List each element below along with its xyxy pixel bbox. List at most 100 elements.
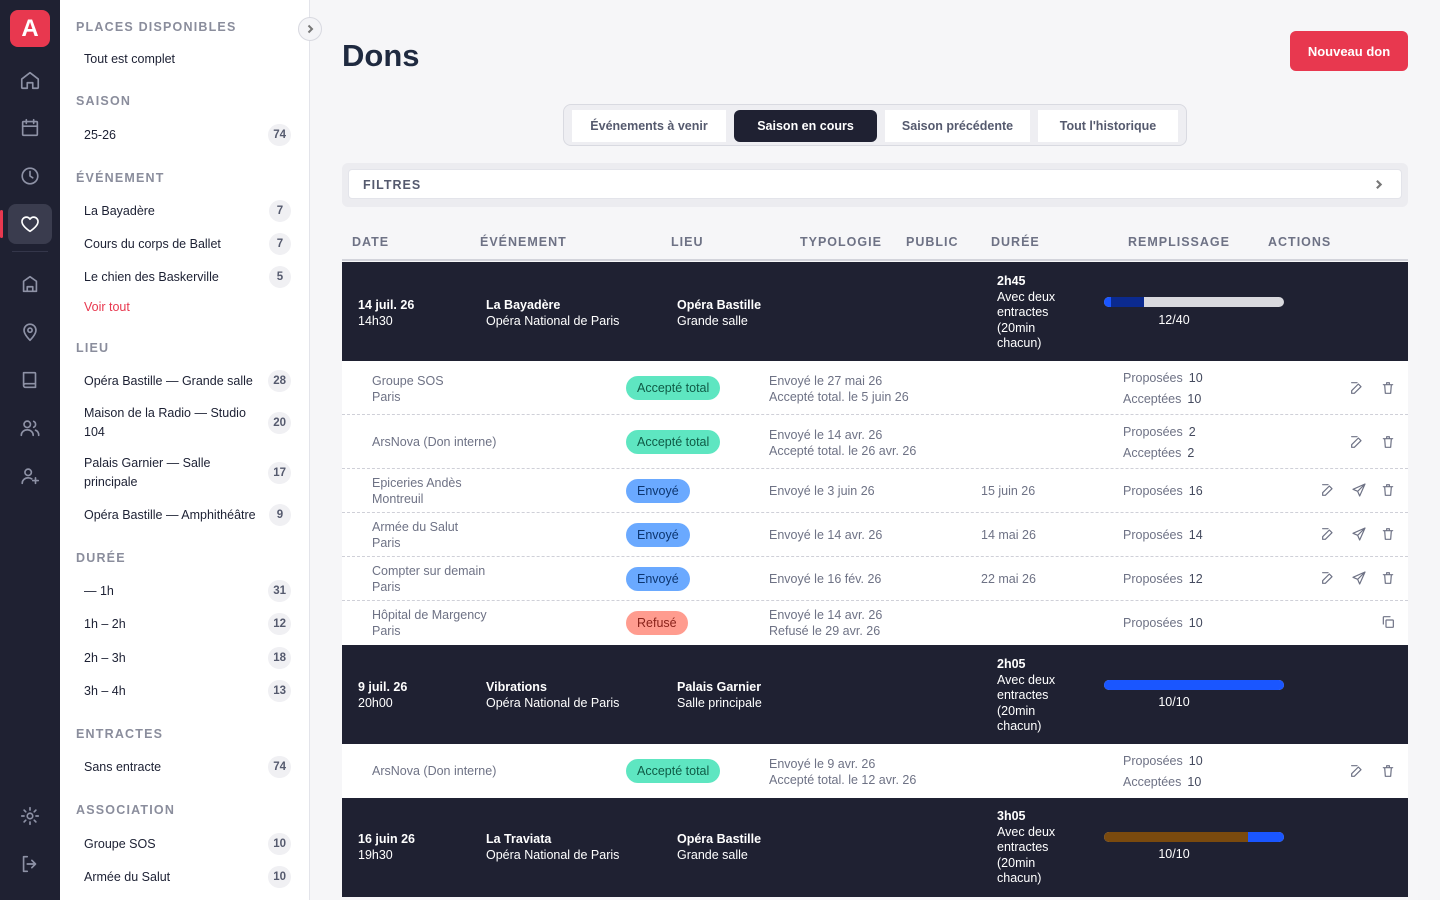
donation-city: Montreuil — [372, 492, 424, 506]
send-icon[interactable] — [1350, 525, 1368, 543]
filter-item-saison[interactable]: 25-26 — [84, 128, 116, 142]
edit-icon[interactable] — [1319, 569, 1337, 587]
event-row[interactable]: 9 juil. 26 20h00 Vibrations Opéra National… — [342, 645, 1408, 744]
accepted-label: Acceptées — [1123, 446, 1182, 460]
filter-section-lieu: LIEU — [76, 341, 110, 355]
filter-item-duree[interactable]: 1h – 2h — [84, 617, 126, 631]
calendar-icon[interactable] — [8, 108, 52, 148]
edit-icon[interactable] — [1348, 379, 1366, 397]
filter-item-complet[interactable]: Tout est complet — [84, 52, 176, 66]
tab-current-season[interactable]: Saison en cours — [734, 110, 877, 142]
trash-icon[interactable] — [1379, 379, 1397, 397]
col-header-duration[interactable]: DURÉE — [991, 235, 1040, 249]
donation-row[interactable]: Armée du Salut Paris Envoyé Envoyé le 14 … — [342, 513, 1408, 557]
event-hall: Grande salle — [677, 847, 748, 862]
donation-name: Hôpital de Margency — [372, 608, 487, 622]
col-header-fill[interactable]: REMPLISSAGE — [1128, 235, 1230, 249]
filter-item-duree[interactable]: — 1h — [84, 584, 114, 598]
event-time: 19h30 — [358, 847, 393, 862]
filter-item-duree[interactable]: 3h – 4h — [84, 684, 126, 698]
fill-ratio: 10/10 — [1158, 847, 1190, 861]
filter-item-lieu[interactable]: Opéra Bastille — Amphithéâtre — [84, 508, 256, 522]
chevron-right-icon — [307, 24, 314, 34]
event-row[interactable]: 14 juil. 26 14h30 La Bayadère Opéra Nation… — [342, 262, 1408, 361]
proposed-count: 10 — [1188, 754, 1203, 768]
edit-icon[interactable] — [1319, 525, 1337, 543]
home-icon[interactable] — [8, 60, 52, 100]
tab-upcoming[interactable]: Événements à venir — [572, 110, 726, 142]
clock-icon[interactable] — [8, 156, 52, 196]
event-venue: Opéra Bastille — [677, 832, 762, 846]
tab-previous-season[interactable]: Saison précédente — [885, 110, 1030, 142]
col-header-event[interactable]: ÉVÉNEMENT — [480, 235, 567, 249]
donation-city: Paris — [372, 390, 401, 404]
filter-item-association[interactable]: Armée du Salut — [84, 870, 171, 884]
donation-row[interactable]: ArsNova (Don interne) Accepté total Envo… — [342, 415, 1408, 469]
users-icon[interactable] — [8, 408, 52, 448]
filter-item-lieu[interactable]: Maison de la Radio — Studio 104 — [84, 406, 246, 439]
status-badge: Envoyé — [626, 567, 690, 591]
trash-icon[interactable] — [1379, 569, 1397, 587]
status-badge: Accepté total — [626, 376, 721, 400]
filters-bar[interactable]: FILTRES — [342, 163, 1408, 207]
donation-row[interactable]: ArsNova (Don interne) Accepté total Envo… — [342, 744, 1408, 798]
donation-sent: Envoyé le 16 fév. 26 — [769, 572, 882, 586]
filter-item-evenement[interactable]: Cours du corps de Ballet — [84, 237, 221, 251]
filter-item-duree[interactable]: 2h – 3h — [84, 651, 126, 665]
send-icon[interactable] — [1350, 569, 1368, 587]
event-time: 14h30 — [358, 313, 393, 328]
settings-icon[interactable] — [8, 796, 52, 836]
filter-item-evenement[interactable]: Le chien des Baskerville — [84, 270, 219, 284]
trash-icon[interactable] — [1379, 525, 1397, 543]
map-pin-icon[interactable] — [8, 312, 52, 352]
filter-count: 13 — [268, 680, 291, 702]
filter-item-lieu[interactable]: Palais Garnier — Salle principale — [84, 456, 211, 489]
donation-sent: Envoyé le 3 juin 26 — [769, 484, 875, 498]
copy-icon[interactable] — [1379, 613, 1397, 631]
donation-row[interactable]: Epiceries Andès Montreuil Envoyé Envoyé l… — [342, 469, 1408, 513]
see-all-link[interactable]: Voir tout — [84, 300, 130, 314]
filter-count: 10 — [268, 866, 291, 888]
donation-accepted: Accepté total. le 12 avr. 26 — [769, 773, 917, 787]
filter-item-lieu[interactable]: Opéra Bastille — Grande salle — [84, 374, 253, 388]
app-logo[interactable]: A — [10, 10, 50, 47]
accepted-count: 10 — [1187, 392, 1202, 406]
logout-icon[interactable] — [8, 844, 52, 884]
col-header-date[interactable]: DATE — [352, 235, 390, 249]
donation-row[interactable]: Groupe SOS Paris Accepté total Envoyé le … — [342, 361, 1408, 415]
col-header-venue[interactable]: LIEU — [671, 235, 704, 249]
edit-icon[interactable] — [1319, 481, 1337, 499]
book-icon[interactable] — [8, 360, 52, 400]
filter-item-association[interactable]: Groupe SOS — [84, 837, 156, 851]
filter-item-entractes[interactable]: Sans entracte — [84, 760, 162, 774]
user-plus-icon[interactable] — [8, 456, 52, 496]
col-header-typology[interactable]: TYPOLOGIE — [800, 235, 882, 249]
status-badge: Envoyé — [626, 479, 690, 503]
donation-row[interactable]: Hôpital de Margency Paris Refusé Envoyé l… — [342, 601, 1408, 645]
filter-item-evenement[interactable]: La Bayadère — [84, 204, 155, 218]
edit-icon[interactable] — [1348, 762, 1366, 780]
building-icon[interactable] — [8, 264, 52, 304]
event-duration-note: Avec deux entractes (20min chacun) — [997, 289, 1056, 351]
heart-icon[interactable] — [0, 204, 52, 244]
donation-row[interactable]: Compter sur demain Paris Envoyé Envoyé le… — [342, 557, 1408, 601]
collapse-sidebar-button[interactable] — [298, 17, 322, 41]
edit-icon[interactable] — [1348, 433, 1366, 451]
send-icon[interactable] — [1350, 481, 1368, 499]
filter-section-places: PLACES DISPONIBLES — [76, 20, 237, 34]
event-name: La Traviata — [486, 832, 552, 846]
event-row[interactable]: 16 juin 26 19h30 La Traviata Opéra Nationa… — [342, 798, 1408, 897]
event-hall: Grande salle — [677, 313, 748, 328]
donation-deadline: 14 mai 26 — [981, 528, 1036, 542]
trash-icon[interactable] — [1379, 762, 1397, 780]
col-header-public[interactable]: PUBLIC — [906, 235, 959, 249]
proposed-count: 10 — [1188, 371, 1203, 385]
new-donation-button[interactable]: Nouveau don — [1290, 31, 1408, 71]
accepted-label: Acceptées — [1123, 392, 1182, 406]
trash-icon[interactable] — [1379, 481, 1397, 499]
app-rail: A — [0, 0, 60, 900]
trash-icon[interactable] — [1379, 433, 1397, 451]
event-duration-note: Avec deux entractes (20min chacun) — [997, 824, 1056, 886]
donation-name: ArsNova (Don interne) — [372, 764, 497, 778]
tab-all-history[interactable]: Tout l'historique — [1038, 110, 1178, 142]
